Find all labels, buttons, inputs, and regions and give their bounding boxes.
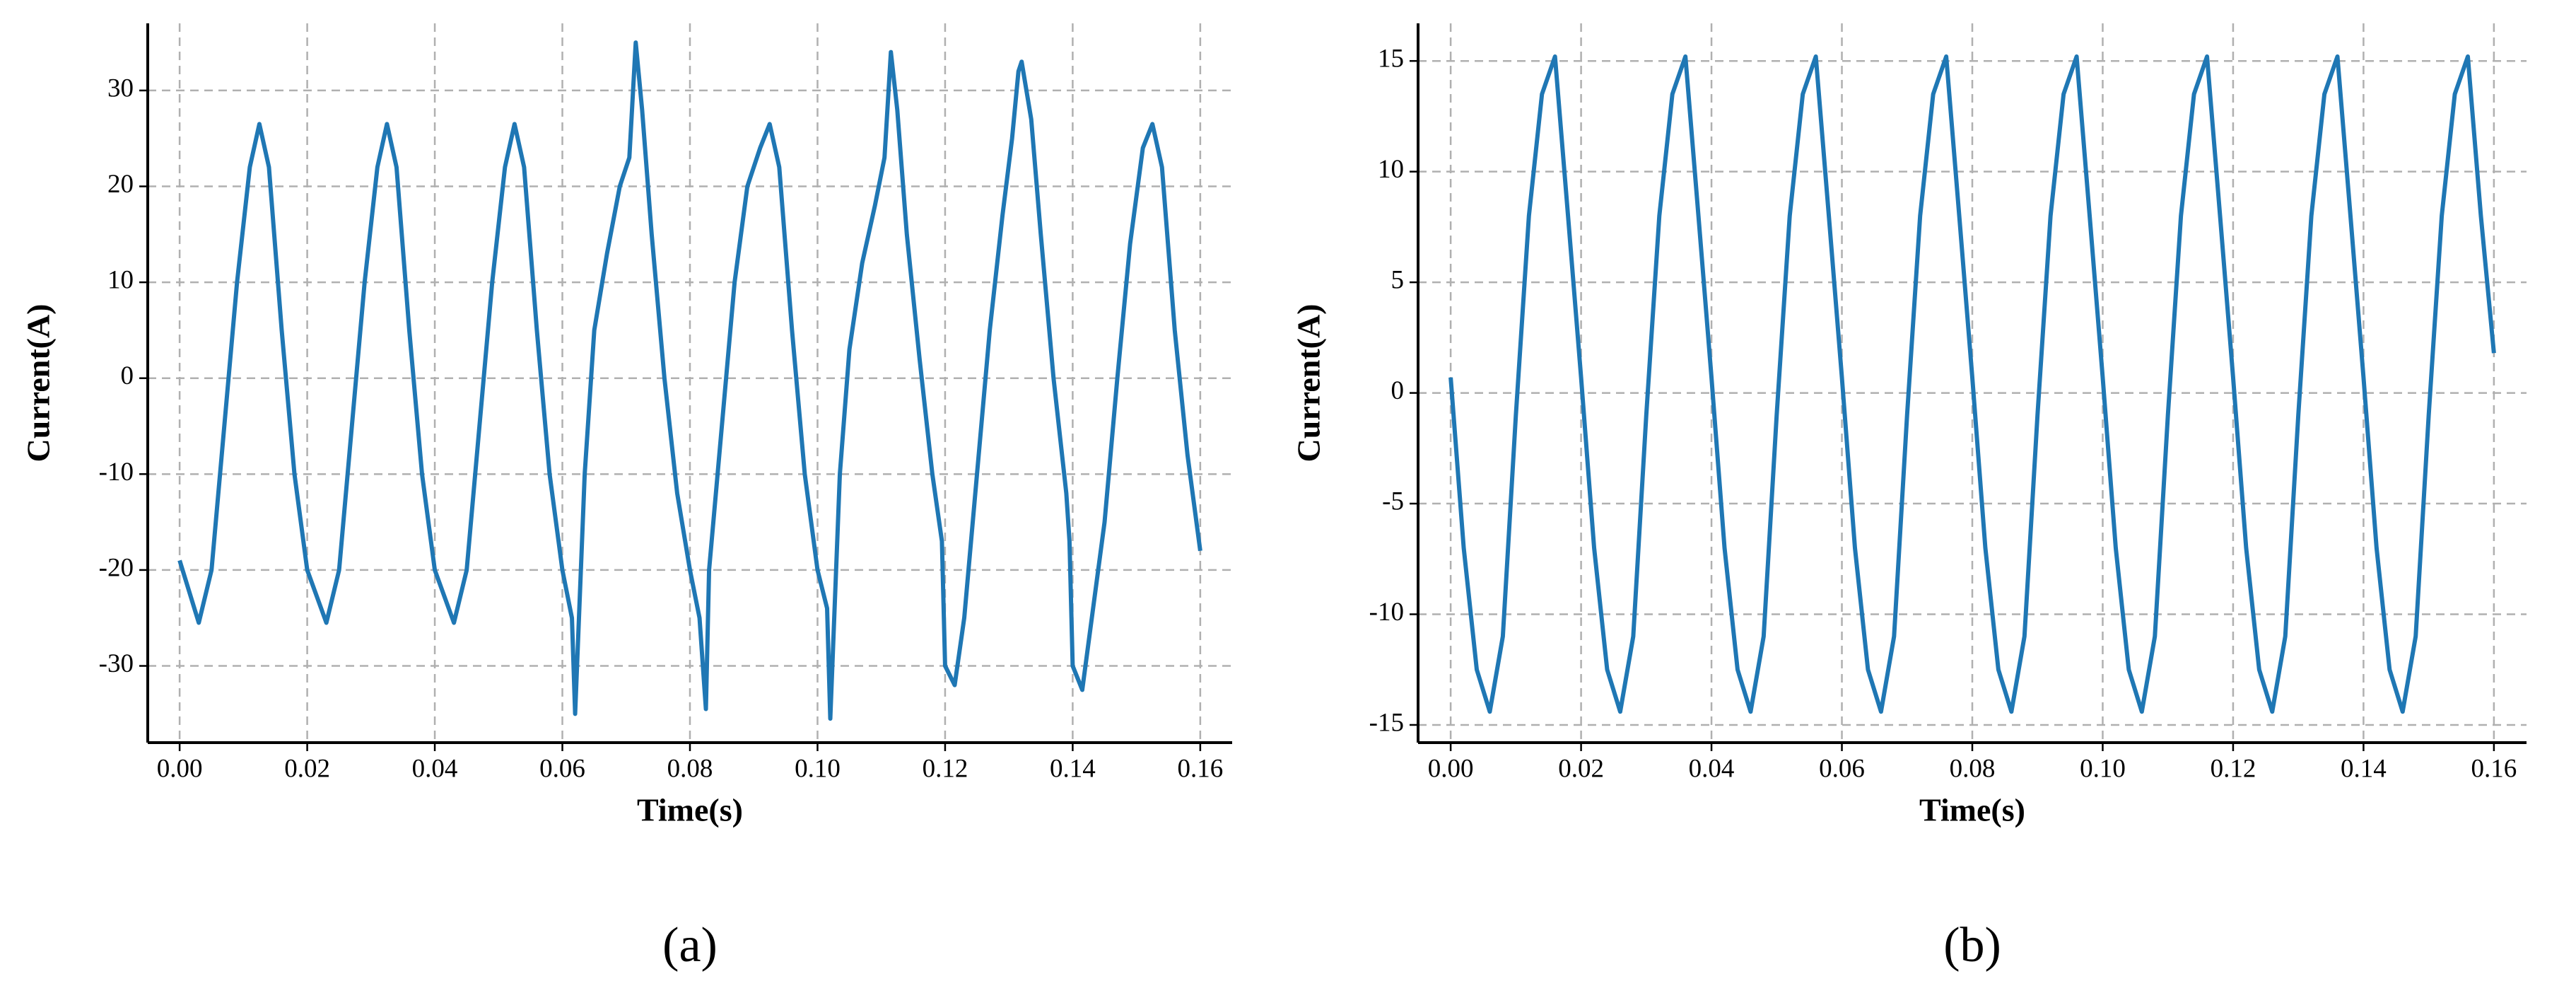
caption: (b) <box>1943 918 2001 972</box>
line <box>1448 54 2496 714</box>
x-tick-label: 0.06 <box>539 754 585 783</box>
x-tick-label: 0.00 <box>157 754 203 783</box>
x-axis-label: Time(s) <box>637 792 743 828</box>
x-tick-label: 0.12 <box>2211 754 2256 783</box>
line <box>177 40 1202 721</box>
y-tick-label: 20 <box>107 170 134 199</box>
y-tick-label: 0 <box>1391 376 1405 405</box>
x-tick-label: 0.10 <box>2080 754 2126 783</box>
y-tick-label: 15 <box>1378 45 1404 74</box>
caption: (a) <box>662 918 718 972</box>
x-tick-label: 0.14 <box>1050 754 1096 783</box>
y-tick-label: 10 <box>1378 155 1404 184</box>
y-tick-label: 0 <box>121 361 134 390</box>
x-tick-label: 0.08 <box>667 754 713 783</box>
y-tick-label: 30 <box>107 74 134 103</box>
x-tick-label: 0.16 <box>2471 754 2517 783</box>
y-tick-label: -20 <box>99 553 134 582</box>
x-tick-label: 0.10 <box>795 754 841 783</box>
x-tick-label: 0.08 <box>1950 754 1996 783</box>
x-tick-label: 0.06 <box>1819 754 1865 783</box>
x-tick-label: 0.02 <box>284 754 330 783</box>
x-tick-label: 0.04 <box>1689 754 1735 783</box>
x-tick-label: 0.12 <box>923 754 968 783</box>
x-tick-label: 0.02 <box>1558 754 1604 783</box>
y-tick-label: -10 <box>99 458 134 487</box>
y-tick-label: 10 <box>107 266 134 295</box>
y-tick-label: -15 <box>1369 708 1404 737</box>
y-axis-label: Current(A) <box>21 304 57 463</box>
y-tick-label: -5 <box>1382 487 1404 516</box>
x-tick-label: 0.04 <box>412 754 458 783</box>
y-axis-label: Current(A) <box>1291 304 1327 463</box>
x-tick-label: 0.00 <box>1428 754 1474 783</box>
x-axis-label: Time(s) <box>1919 792 2025 828</box>
y-tick-label: -10 <box>1369 598 1404 627</box>
y-tick-label: 5 <box>1391 266 1405 295</box>
y-tick-label: -30 <box>99 649 134 678</box>
x-tick-label: 0.14 <box>2341 754 2387 783</box>
x-tick-label: 0.16 <box>1178 754 1224 783</box>
